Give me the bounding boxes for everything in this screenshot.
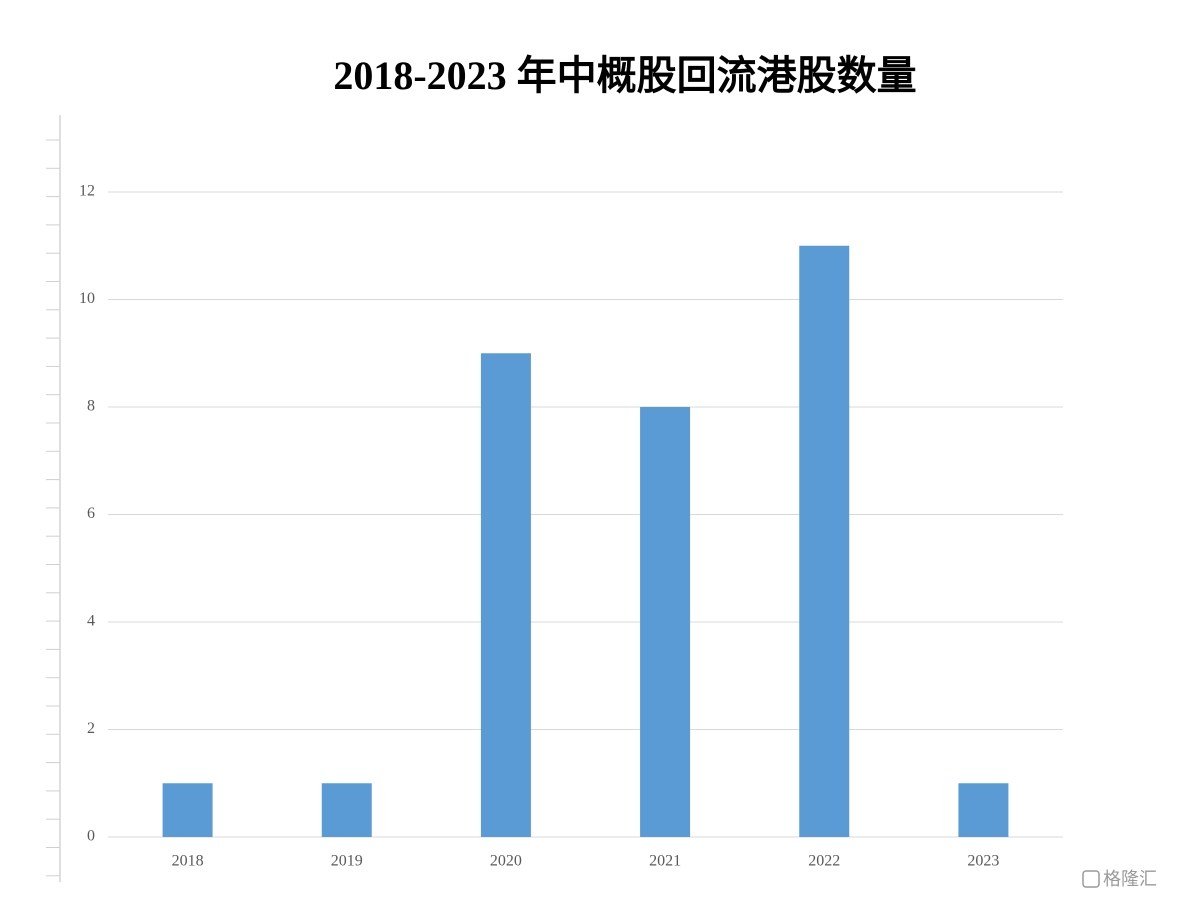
bar <box>480 353 531 837</box>
y-tick-label: 8 <box>87 398 95 415</box>
x-tick-label: 2018 <box>172 853 204 870</box>
x-tick-label: 2022 <box>808 853 840 870</box>
bar <box>958 783 1009 837</box>
watermark: 格隆汇 <box>1082 869 1157 890</box>
y-tick-label: 4 <box>87 613 95 630</box>
x-tick-label: 2020 <box>490 853 522 870</box>
y-tick-label: 12 <box>79 183 95 200</box>
watermark-text: 格隆汇 <box>1103 869 1157 890</box>
chart-title: 2018-2023 年中概股回流港股数量 <box>333 53 916 98</box>
x-tick-label: 2019 <box>331 853 363 870</box>
y-tick-label: 0 <box>87 828 95 845</box>
bar <box>640 407 691 837</box>
watermark-icon <box>1082 870 1100 888</box>
bar <box>321 783 372 837</box>
bar <box>799 245 850 837</box>
bar <box>162 783 213 837</box>
x-tick-label: 2023 <box>967 853 999 870</box>
x-tick-label: 2021 <box>649 853 681 870</box>
y-tick-label: 10 <box>79 290 95 307</box>
ruler-decoration <box>46 115 61 882</box>
y-tick-label: 2 <box>87 720 95 737</box>
y-tick-label: 6 <box>87 505 95 522</box>
